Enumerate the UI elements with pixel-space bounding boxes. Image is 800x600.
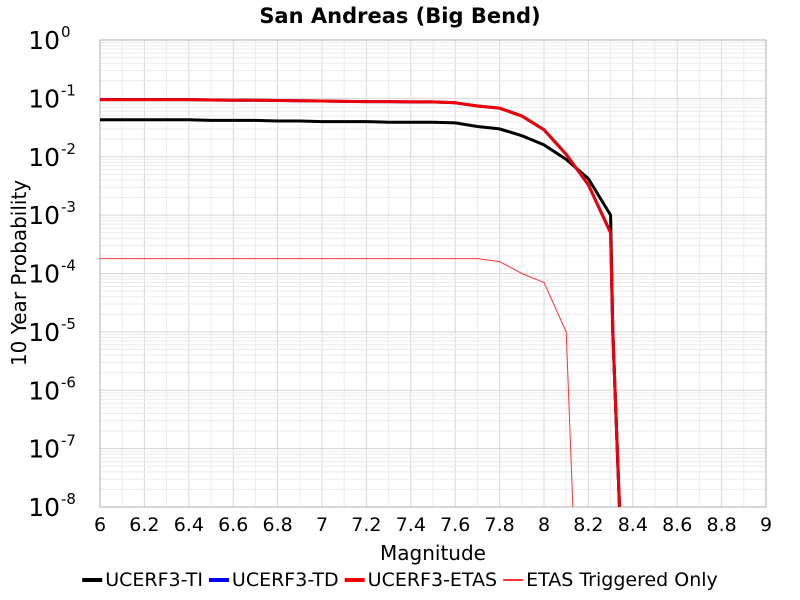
legend-item-4: ETAS Triggered Only <box>503 569 718 591</box>
y-tick-exponent: 0 <box>61 23 71 41</box>
legend-label: UCERF3-TD <box>232 569 339 591</box>
y-tick-label: 10 0 <box>28 23 70 55</box>
x-tick-label: 6.8 <box>262 514 292 536</box>
grid <box>99 40 767 508</box>
series-line-1 <box>100 118 621 508</box>
y-tick-exponent: -4 <box>61 257 76 275</box>
x-tick-label: 8.6 <box>662 514 692 536</box>
y-tick-label: 10 -4 <box>28 257 76 289</box>
series-line-2 <box>100 98 621 508</box>
x-tick-label: 8.4 <box>618 514 648 536</box>
y-tick-label: 10 -5 <box>28 315 76 347</box>
x-tick-label: 6 <box>94 514 106 536</box>
x-tick-label: 8 <box>538 514 550 536</box>
legend-item-2: UCERF3-TD <box>208 569 339 591</box>
chart-title: San Andreas (Big Bend) <box>259 4 540 28</box>
series-layer <box>100 98 621 508</box>
legend-label: ETAS Triggered Only <box>526 569 718 591</box>
legend-item-1: UCERF3-TI <box>82 569 203 591</box>
y-tick-base: 10 <box>28 143 60 172</box>
y-tick-base: 10 <box>28 435 60 464</box>
legend-item-3: UCERF3-ETAS <box>344 569 497 591</box>
y-tick-label: 10 -1 <box>28 81 76 113</box>
x-tick-label: 6.2 <box>129 514 159 536</box>
y-tick-base: 10 <box>28 26 60 55</box>
x-tick-label: 8.2 <box>573 514 603 536</box>
legend-label: UCERF3-TI <box>105 569 203 591</box>
series-line-3 <box>100 98 621 508</box>
x-axis-label: Magnitude <box>380 541 486 565</box>
y-tick-label: 10 -2 <box>28 140 76 172</box>
y-tick-base: 10 <box>28 260 60 289</box>
y-tick-exponent: -3 <box>61 198 76 216</box>
x-tick-labels: 6 6.2 6.4 6.6 6.8 7 7.2 7.4 7.6 7.8 8 8.2 8.4 8.6 8.8 9 <box>94 514 772 536</box>
y-tick-label: 10 -8 <box>28 490 76 522</box>
y-tick-base: 10 <box>28 376 60 405</box>
x-tick-label: 6.4 <box>174 514 204 536</box>
y-tick-label: 10 -6 <box>28 373 76 405</box>
legend-label: UCERF3-ETAS <box>368 569 497 591</box>
x-tick-label: 7.4 <box>396 514 426 536</box>
y-tick-exponent: -8 <box>61 490 76 508</box>
plot-frame <box>99 39 767 508</box>
y-tick-exponent: -5 <box>61 315 76 333</box>
x-tick-label: 7.2 <box>351 514 381 536</box>
x-tick-label: 9 <box>760 514 772 536</box>
legend: UCERF3-TI UCERF3-TD UCERF3-ETAS ETAS Trigge… <box>82 569 718 591</box>
y-tick-base: 10 <box>28 84 60 113</box>
x-tick-label: 7 <box>316 514 328 536</box>
y-tick-label: 10 -3 <box>28 198 76 230</box>
x-tick-label: 8.8 <box>706 514 736 536</box>
x-tick-label: 7.6 <box>440 514 470 536</box>
y-tick-base: 10 <box>28 318 60 347</box>
y-tick-exponent: -6 <box>61 373 76 391</box>
y-tick-base: 10 <box>28 201 60 230</box>
x-tick-label: 7.8 <box>484 514 514 536</box>
y-tick-base: 10 <box>28 493 60 522</box>
y-tick-exponent: -1 <box>61 81 76 99</box>
x-tick-label: 6.6 <box>218 514 248 536</box>
y-tick-label: 10 -7 <box>28 432 76 464</box>
y-tick-exponent: -2 <box>61 140 76 158</box>
y-tick-exponent: -7 <box>61 432 76 450</box>
y-axis-label: 10 Year Probability <box>7 180 31 366</box>
series-line-4 <box>100 258 574 508</box>
